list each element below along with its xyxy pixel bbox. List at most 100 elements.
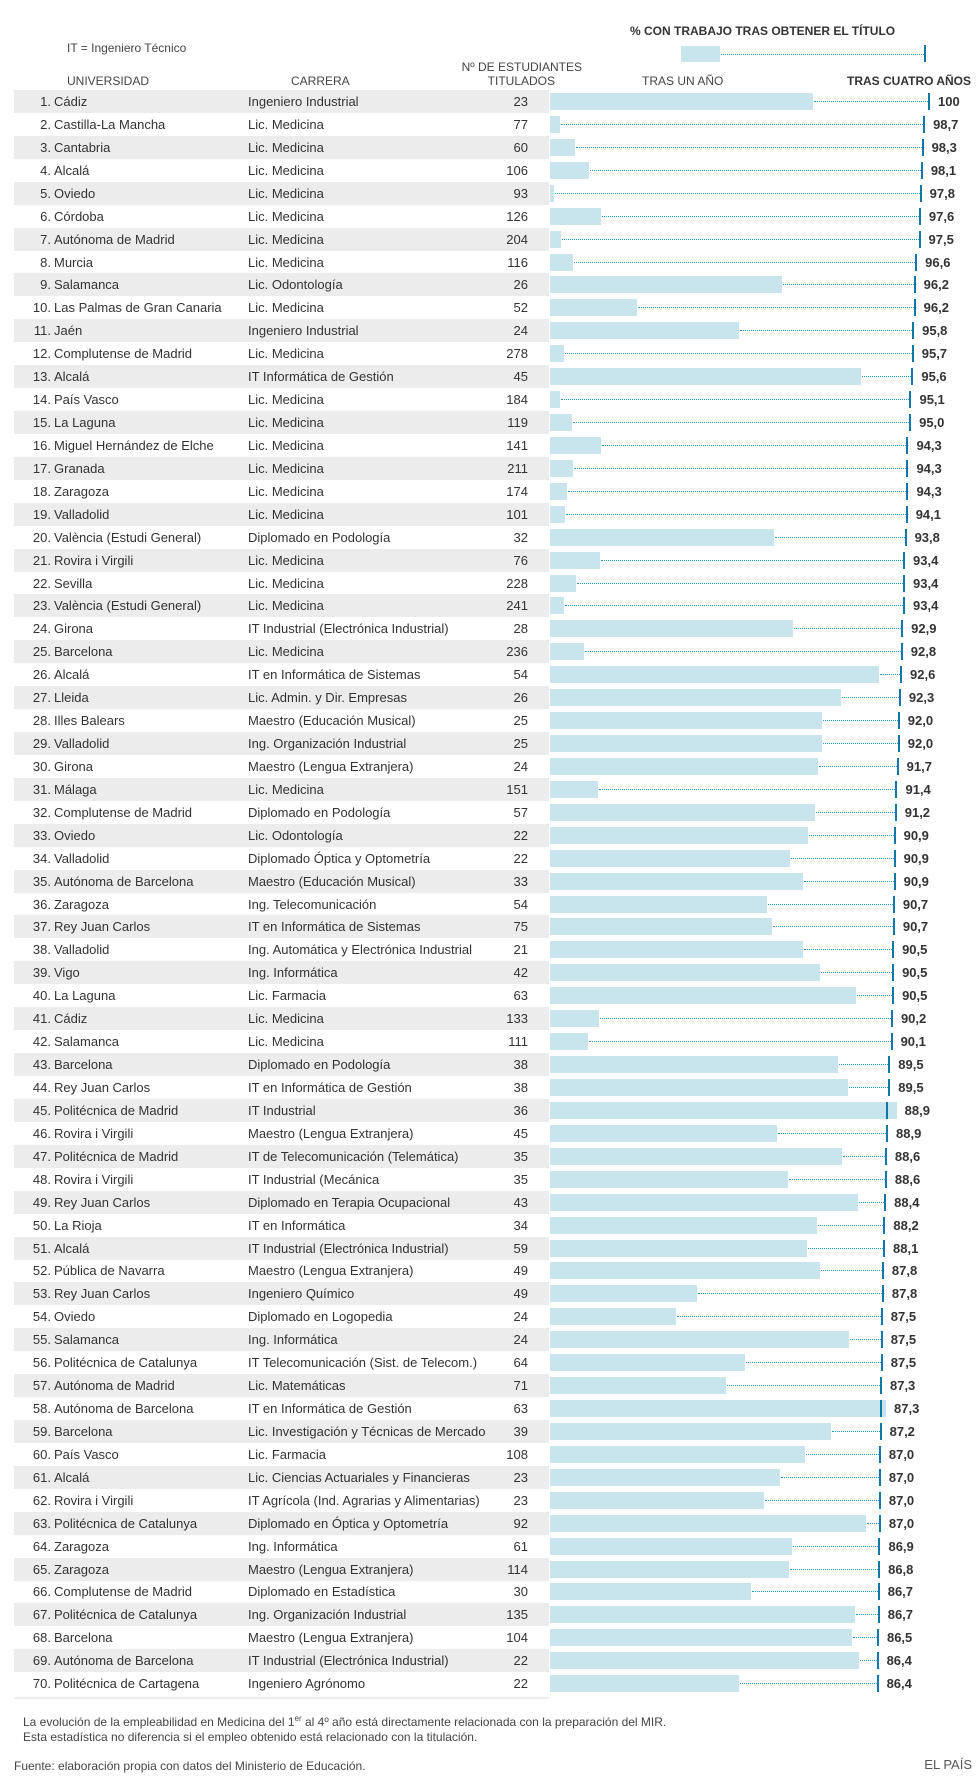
tick-tras-cuatro-anos <box>884 1170 887 1188</box>
carrera: Lic. Ciencias Actuariales y Financieras <box>248 1469 470 1485</box>
dotted-connector <box>842 1155 885 1157</box>
table-row: 16. Miguel Hernández de Elche Lic. Medicin… <box>14 434 980 457</box>
universidad: La Rioja <box>54 1217 102 1233</box>
table-row: 6. Córdoba Lic. Medicina 126 97,6 <box>14 205 980 228</box>
row-band <box>14 90 549 113</box>
titulados: 184 <box>506 392 528 408</box>
titulados: 22 <box>513 827 528 843</box>
row-band <box>14 732 549 756</box>
value-tras-cuatro-anos: 90,5 <box>902 988 928 1004</box>
legend-four-year-tick <box>924 45 926 62</box>
carrera: Lic. Medicina <box>248 415 324 431</box>
dotted-connector <box>794 628 902 630</box>
carrera: Ing. Automática y Electrónica Industrial <box>248 942 473 958</box>
table-row: 2. Castilla-La Mancha Lic. Medicina 77 98,7 <box>14 113 980 136</box>
dotted-connector <box>772 926 893 928</box>
titulados: 63 <box>513 1401 528 1416</box>
dotted-connector <box>803 949 893 951</box>
row-band <box>14 1053 549 1077</box>
titulados: 25 <box>513 713 528 729</box>
rank: 13. <box>32 369 51 385</box>
carrera: Lic. Medicina <box>248 162 324 178</box>
carrera: Ingeniero Industrial <box>248 323 359 339</box>
dotted-connector <box>740 1683 877 1685</box>
bar-tras-un-ano <box>550 184 554 202</box>
value-tras-cuatro-anos: 94,3 <box>916 437 942 453</box>
row-band <box>14 1511 549 1535</box>
titulados: 278 <box>506 346 528 362</box>
bar-tras-un-ano <box>550 276 783 294</box>
universidad: Autónoma de Barcelona <box>54 873 194 889</box>
value-tras-cuatro-anos: 100 <box>938 94 960 109</box>
tick-tras-cuatro-anos <box>900 666 903 684</box>
value-tras-cuatro-anos: 93,4 <box>913 598 939 614</box>
header-tras-cuatro-anos: TRAS CUATRO AÑOS <box>847 74 971 88</box>
row-band <box>14 1007 549 1031</box>
universidad: València (Estudi General) <box>54 598 202 614</box>
table-row: 45. Politécnica de Madrid IT Industrial 36 8… <box>14 1098 980 1122</box>
dotted-connector <box>778 1132 887 1134</box>
row-band <box>14 869 549 893</box>
row-band <box>14 1098 549 1122</box>
tick-tras-cuatro-anos <box>923 115 926 133</box>
bar-tras-un-ano <box>550 1078 849 1096</box>
carrera: Maestro (Lengua Extranjera) <box>248 1263 414 1279</box>
chart-title: % CON TRABAJO TRAS OBTENER EL TÍTULO <box>630 24 896 38</box>
rank: 59. <box>32 1423 51 1439</box>
carrera: Lic. Medicina <box>248 231 324 247</box>
carrera: Maestro (Lengua Extranjera) <box>248 1630 414 1646</box>
carrera: Lic. Medicina <box>248 300 324 316</box>
value-tras-cuatro-anos: 95,1 <box>919 392 945 408</box>
tick-tras-cuatro-anos <box>883 1216 886 1234</box>
bar-tras-un-ano <box>550 253 574 271</box>
rank: 15. <box>32 415 51 431</box>
tick-tras-cuatro-anos <box>879 1377 882 1395</box>
rank: 54. <box>32 1309 51 1325</box>
dotted-connector <box>599 1018 891 1020</box>
titulados: 24 <box>513 1309 528 1325</box>
row-band <box>14 365 549 389</box>
dotted-connector <box>568 490 907 492</box>
tick-tras-cuatro-anos <box>892 964 895 982</box>
value-tras-cuatro-anos: 91,2 <box>904 804 931 820</box>
table-row: 43. Barcelona Diplomado en Podología 38 89,5 <box>14 1053 980 1077</box>
tick-tras-cuatro-anos <box>901 620 904 638</box>
carrera: Ing. Informática <box>248 1332 338 1348</box>
dotted-connector <box>820 972 893 974</box>
bar-tras-un-ano <box>550 1033 588 1051</box>
carrera: IT en Informática de Gestión <box>248 1079 412 1095</box>
value-tras-cuatro-anos: 87,0 <box>888 1515 915 1531</box>
row-band <box>14 181 549 205</box>
rank: 19. <box>32 506 51 522</box>
titulados: 49 <box>513 1263 528 1279</box>
bar-tras-un-ano <box>550 93 814 110</box>
row-band <box>14 1603 549 1627</box>
tick-tras-cuatro-anos <box>878 1468 881 1486</box>
titulados: 43 <box>513 1194 528 1210</box>
titulados: 28 <box>513 621 528 637</box>
value-tras-cuatro-anos: 88,9 <box>896 1125 922 1141</box>
dotted-connector <box>572 422 910 424</box>
brand-logo-text: EL PAÍS <box>924 1757 972 1772</box>
dotted-connector <box>783 284 914 286</box>
table-row: 31. Málaga Lic. Medicina 151 91,4 <box>14 777 980 801</box>
bar-tras-un-ano <box>550 1560 789 1578</box>
table-row: 23. València (Estudi General) Lic. Medicin… <box>14 594 980 618</box>
bar-tras-un-ano <box>550 1101 897 1119</box>
rank: 40. <box>32 988 51 1004</box>
universidad: Politécnica de Catalunya <box>54 1355 198 1371</box>
rank: 11. <box>33 323 51 339</box>
value-tras-cuatro-anos: 93,8 <box>914 529 940 545</box>
rank: 18. <box>32 483 51 499</box>
universidad: Girona <box>54 621 94 637</box>
tick-tras-cuatro-anos <box>900 643 903 661</box>
value-tras-cuatro-anos: 87,0 <box>888 1492 915 1508</box>
bar-tras-un-ano <box>550 1606 856 1624</box>
value-tras-cuatro-anos: 96,2 <box>923 277 949 293</box>
value-tras-cuatro-anos: 87,0 <box>888 1446 915 1462</box>
bar-tras-un-ano <box>550 1239 807 1257</box>
value-tras-cuatro-anos: 90,7 <box>902 896 929 912</box>
carrera: Diplomado en Terapia Ocupacional <box>248 1194 451 1210</box>
rank: 32. <box>32 804 51 820</box>
titulados: 104 <box>506 1630 528 1646</box>
